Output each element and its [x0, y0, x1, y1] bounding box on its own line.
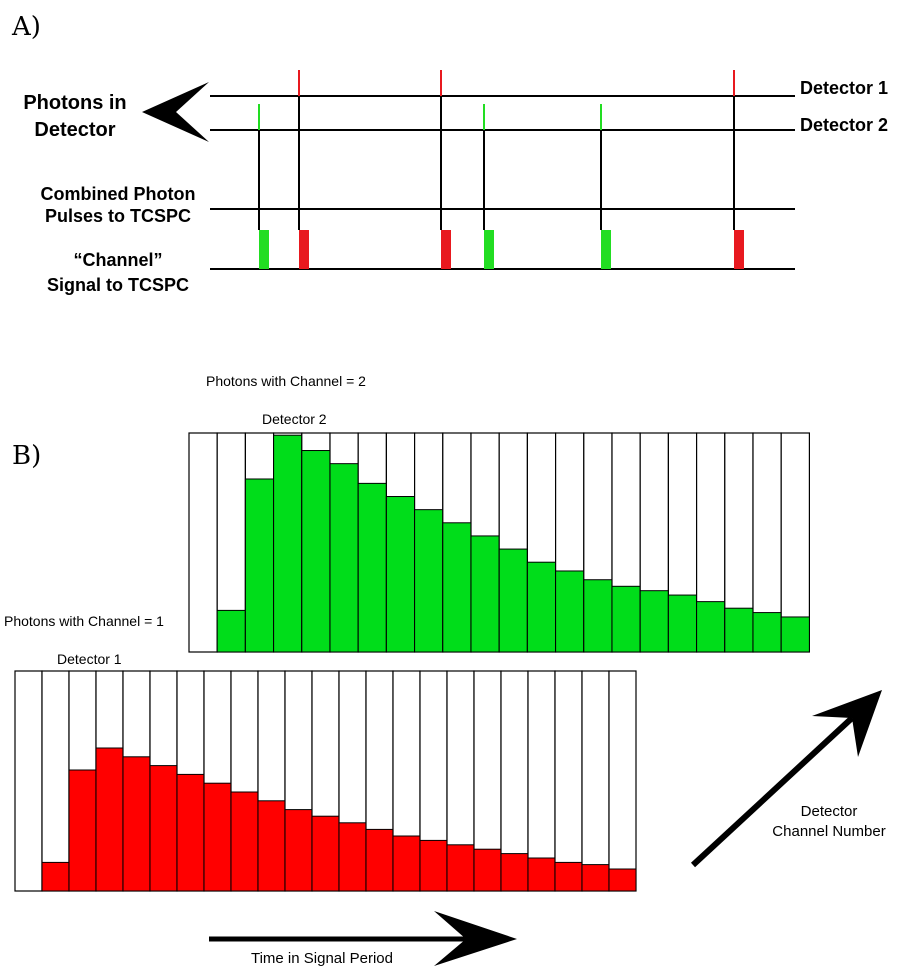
detector2-bar — [611, 585, 641, 653]
detector1-bar — [365, 828, 394, 892]
channel-axis-arrow-head — [812, 690, 882, 757]
photons-in-detector-line2: Detector — [34, 119, 115, 141]
detector1-bar — [203, 782, 232, 892]
detector1-bar — [500, 853, 529, 892]
detector1-bar — [581, 864, 610, 892]
detector2-bar — [526, 561, 557, 653]
detector2-bar — [724, 607, 754, 653]
detector1-bar — [95, 747, 124, 892]
detector1-hist-label: Detector 1 — [57, 651, 122, 667]
channel1-label: Photons with Channel = 1 — [4, 613, 164, 629]
detector1-bar — [338, 822, 367, 892]
detector1-bar — [527, 857, 556, 892]
detector1-bar — [230, 791, 259, 892]
detector1-bar — [284, 809, 313, 892]
combined-label-line2: Pulses to TCSPC — [45, 206, 191, 226]
detector2-bar — [329, 463, 359, 653]
time-axis-arrow-head — [434, 911, 517, 966]
detector2-bar — [696, 601, 726, 653]
detector1-bar — [419, 839, 448, 892]
detector2-photon-2 — [483, 104, 494, 269]
detector1-bar — [149, 765, 178, 892]
detector2-bin-frame — [780, 432, 811, 653]
panel-b-label: B) — [12, 441, 41, 471]
channel-axis-label-line1: Detector — [801, 803, 858, 820]
panel-a-label: A) — [11, 12, 41, 42]
detector1-bar — [608, 868, 637, 892]
channel-label-line2: Signal to TCSPC — [47, 275, 189, 295]
detector1-bin-frame — [608, 670, 637, 892]
detector1-label: Detector 1 — [800, 78, 888, 98]
detector1-bar — [392, 835, 421, 892]
detector2-bar — [555, 570, 585, 653]
detector1-bar — [257, 800, 286, 892]
detector2-bar — [498, 548, 528, 653]
channel-axis-label-line2: Channel Number — [772, 823, 885, 840]
detector2-bar — [442, 522, 472, 653]
detector1-bar — [176, 773, 205, 892]
detector1-bar — [473, 848, 502, 892]
detector1-bar — [554, 861, 583, 892]
detector2-bar — [752, 612, 782, 653]
detector1-bin-frame — [581, 670, 610, 892]
time-axis-label: Time in Signal Period — [251, 950, 393, 967]
detector1-histogram — [14, 670, 637, 892]
detector2-photon-1 — [258, 104, 269, 269]
detector2-bar — [414, 509, 444, 653]
detector1-bar — [446, 844, 475, 892]
channel2-label: Photons with Channel = 2 — [206, 373, 366, 389]
photons-in-detector-line1: Photons in — [23, 92, 126, 114]
channel-label-line1: “Channel” — [73, 250, 162, 270]
detector2-bar — [667, 594, 698, 653]
detector1-bin-frame — [41, 670, 70, 892]
channel-axis-arrow-shaft — [690, 715, 855, 868]
detector2-histogram — [188, 432, 811, 653]
detector1-bar — [68, 769, 97, 892]
detector1-photon-3 — [733, 70, 744, 269]
detector2-label: Detector 2 — [800, 115, 888, 135]
detector1-bar — [311, 815, 340, 892]
detector2-bar — [244, 478, 275, 653]
detector2-bar — [301, 450, 331, 653]
detector2-photon-3 — [600, 104, 611, 269]
detector1-bin-frame — [14, 670, 43, 892]
detector2-bar — [780, 616, 810, 653]
detector2-bar — [357, 482, 387, 653]
detector1-photon-2 — [440, 70, 451, 269]
combined-label-line1: Combined Photon — [41, 184, 196, 204]
detector1-photon-1 — [298, 70, 309, 269]
detector2-bar — [273, 434, 303, 653]
photons-left-arrow — [142, 82, 209, 142]
detector1-bin-frame — [554, 670, 583, 892]
detector2-bar — [470, 535, 500, 653]
detector1-bar — [122, 756, 151, 892]
detector2-bar — [216, 609, 246, 653]
detector2-bar — [385, 496, 416, 653]
detector2-bin-frame — [188, 432, 218, 653]
detector2-hist-label: Detector 2 — [262, 411, 327, 427]
detector1-bar — [41, 861, 70, 892]
detector2-bar — [639, 590, 669, 653]
detector2-bar — [583, 579, 613, 653]
